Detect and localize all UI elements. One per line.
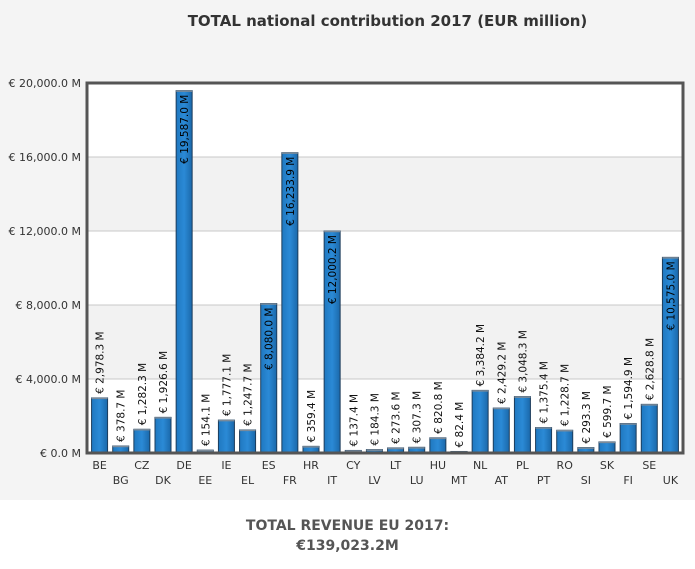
value-label: € 184.3 M — [369, 393, 381, 445]
x-tick-label-hr: HR — [303, 459, 319, 472]
chart-title: TOTAL national contribution 2017 (EUR mi… — [187, 12, 588, 30]
bar-se — [640, 403, 658, 454]
total-revenue: TOTAL REVENUE EU 2017: €139,023.2M — [0, 516, 695, 556]
x-tick-label-fr: FR — [283, 474, 297, 487]
bar-dk — [154, 416, 172, 454]
value-label: € 1,594.9 M — [623, 357, 635, 420]
bar-el — [239, 429, 257, 454]
value-label: € 1,777.1 M — [221, 354, 233, 417]
y-tick-label: € 12,000.0 M — [9, 225, 81, 238]
value-label: € 293.3 M — [581, 391, 593, 443]
x-tick-label-se: SE — [642, 459, 656, 472]
x-tick-label-lv: LV — [368, 474, 381, 487]
bar-at — [492, 407, 510, 454]
x-tick-label-at: AT — [495, 474, 509, 487]
x-tick-label-ee: EE — [198, 474, 212, 487]
value-label: € 820.8 M — [433, 381, 445, 433]
x-tick-label-ro: RO — [557, 459, 574, 472]
value-label: € 8,080.0 M — [264, 308, 276, 371]
value-label: € 599.7 M — [602, 385, 614, 437]
bar-cz — [133, 428, 151, 454]
value-label: € 1,375.4 M — [539, 361, 551, 424]
x-tick-label-uk: UK — [663, 474, 679, 487]
value-label: € 154.1 M — [200, 394, 212, 446]
bar-nl — [471, 389, 489, 454]
bars — [91, 90, 679, 454]
value-label: € 2,978.3 M — [95, 331, 107, 394]
value-label: € 19,587.0 M — [179, 95, 191, 164]
x-tick-label-bg: BG — [113, 474, 129, 487]
x-tick-label-si: SI — [581, 474, 591, 487]
value-label: € 1,282.3 M — [137, 363, 149, 426]
value-label: € 3,384.2 M — [475, 324, 487, 387]
x-tick-label-sk: SK — [600, 459, 615, 472]
x-tick-label-fi: FI — [623, 474, 633, 487]
y-tick-label: € 0.0 M — [40, 447, 81, 460]
x-tick-label-lt: LT — [390, 459, 402, 472]
value-label: € 1,247.7 M — [243, 363, 255, 426]
value-label: € 378.7 M — [116, 390, 128, 442]
plot-frame — [85, 81, 685, 455]
x-tick-label-be: BE — [92, 459, 107, 472]
bar-be — [91, 397, 109, 454]
total-revenue-value: €139,023.2M — [296, 538, 399, 554]
value-label: € 273.6 M — [391, 391, 403, 443]
value-label: € 359.4 M — [306, 390, 318, 442]
bar-ie — [217, 419, 235, 454]
x-tick-label-mt: MT — [451, 474, 467, 487]
x-tick-label-it: IT — [327, 474, 337, 487]
bar-fi — [619, 422, 637, 454]
value-label: € 307.3 M — [412, 391, 424, 443]
bar-chart: € 2,978.3 M € 378.7 M € 1,282.3 M € 1,926.6… — [9, 77, 685, 487]
value-label: € 82.4 M — [454, 402, 466, 448]
x-tick-label-pl: PL — [516, 459, 530, 472]
y-axis-ticks: € 0.0 M € 4,000.0 M € 8,000.0 M € 12,000.0 … — [9, 77, 81, 460]
bar-hu — [429, 437, 447, 454]
y-tick-label: € 16,000.0 M — [9, 151, 81, 164]
bar-pl — [513, 396, 531, 454]
value-label: € 1,926.6 M — [158, 351, 170, 414]
x-tick-label-el: EL — [241, 474, 255, 487]
x-tick-label-es: ES — [262, 459, 276, 472]
value-label: € 137.4 M — [348, 394, 360, 446]
x-tick-label-de: DE — [176, 459, 191, 472]
total-revenue-label: TOTAL REVENUE EU 2017: — [245, 518, 450, 534]
bar-pt — [535, 427, 553, 454]
x-tick-label-ie: IE — [221, 459, 231, 472]
value-label: € 3,048.3 M — [517, 330, 529, 393]
x-tick-label-cz: CZ — [134, 459, 150, 472]
value-label: € 10,575.0 M — [665, 261, 677, 330]
y-tick-label: € 8,000.0 M — [16, 299, 81, 312]
x-tick-label-dk: DK — [155, 474, 171, 487]
x-tick-label-cy: CY — [346, 459, 360, 472]
y-tick-label: € 20,000.0 M — [9, 77, 81, 90]
y-tick-label: € 4,000.0 M — [16, 373, 81, 386]
value-label: € 16,233.9 M — [285, 157, 297, 226]
value-label: € 2,429.2 M — [496, 342, 508, 405]
value-label: € 12,000.2 M — [327, 235, 339, 304]
value-label: € 1,228.7 M — [560, 364, 572, 427]
bar-ro — [556, 429, 574, 454]
x-tick-label-pt: PT — [537, 474, 551, 487]
x-axis-ticks: BE BG CZ DK DE EE IE EL ES FR HR IT CY LV LT LU HU MT NL AT… — [92, 459, 679, 487]
value-labels: € 2,978.3 M € 378.7 M € 1,282.3 M € 1,926.6… — [95, 95, 678, 448]
x-tick-label-hu: HU — [430, 459, 446, 472]
value-label: € 2,628.8 M — [644, 338, 656, 401]
bar-sk — [598, 441, 616, 454]
x-tick-label-lu: LU — [410, 474, 424, 487]
x-tick-label-nl: NL — [473, 459, 488, 472]
